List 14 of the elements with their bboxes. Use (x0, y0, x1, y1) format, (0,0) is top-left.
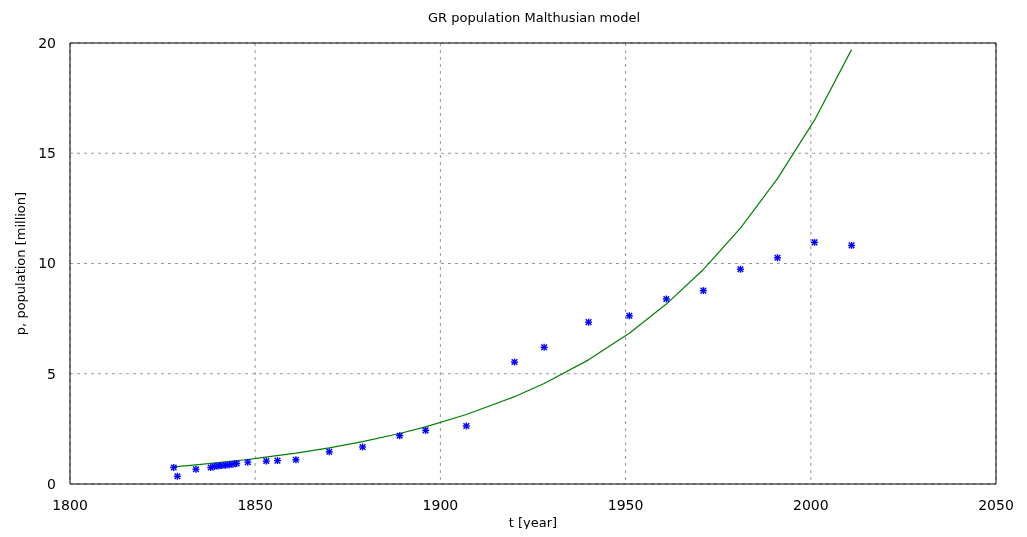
x-tick-label: 1800 (52, 496, 88, 513)
x-tick-label: 1900 (422, 496, 459, 513)
y-tick-label: 15 (38, 145, 56, 162)
chart-title: GR population Malthusian model (426, 10, 642, 25)
x-tick-label: 1950 (607, 496, 644, 513)
x-axis-title: t [year] (508, 515, 558, 530)
y-tick-label: 5 (47, 365, 56, 382)
x-tick-label: 2050 (978, 496, 1014, 513)
y-tick-label: 10 (38, 255, 56, 272)
x-tick-label: 2000 (792, 496, 829, 513)
x-tick-label: 1850 (237, 496, 274, 513)
y-tick-label: 20 (38, 34, 56, 51)
y-tick-label: 0 (47, 475, 56, 492)
y-axis-title: p, population [million] (12, 191, 28, 336)
